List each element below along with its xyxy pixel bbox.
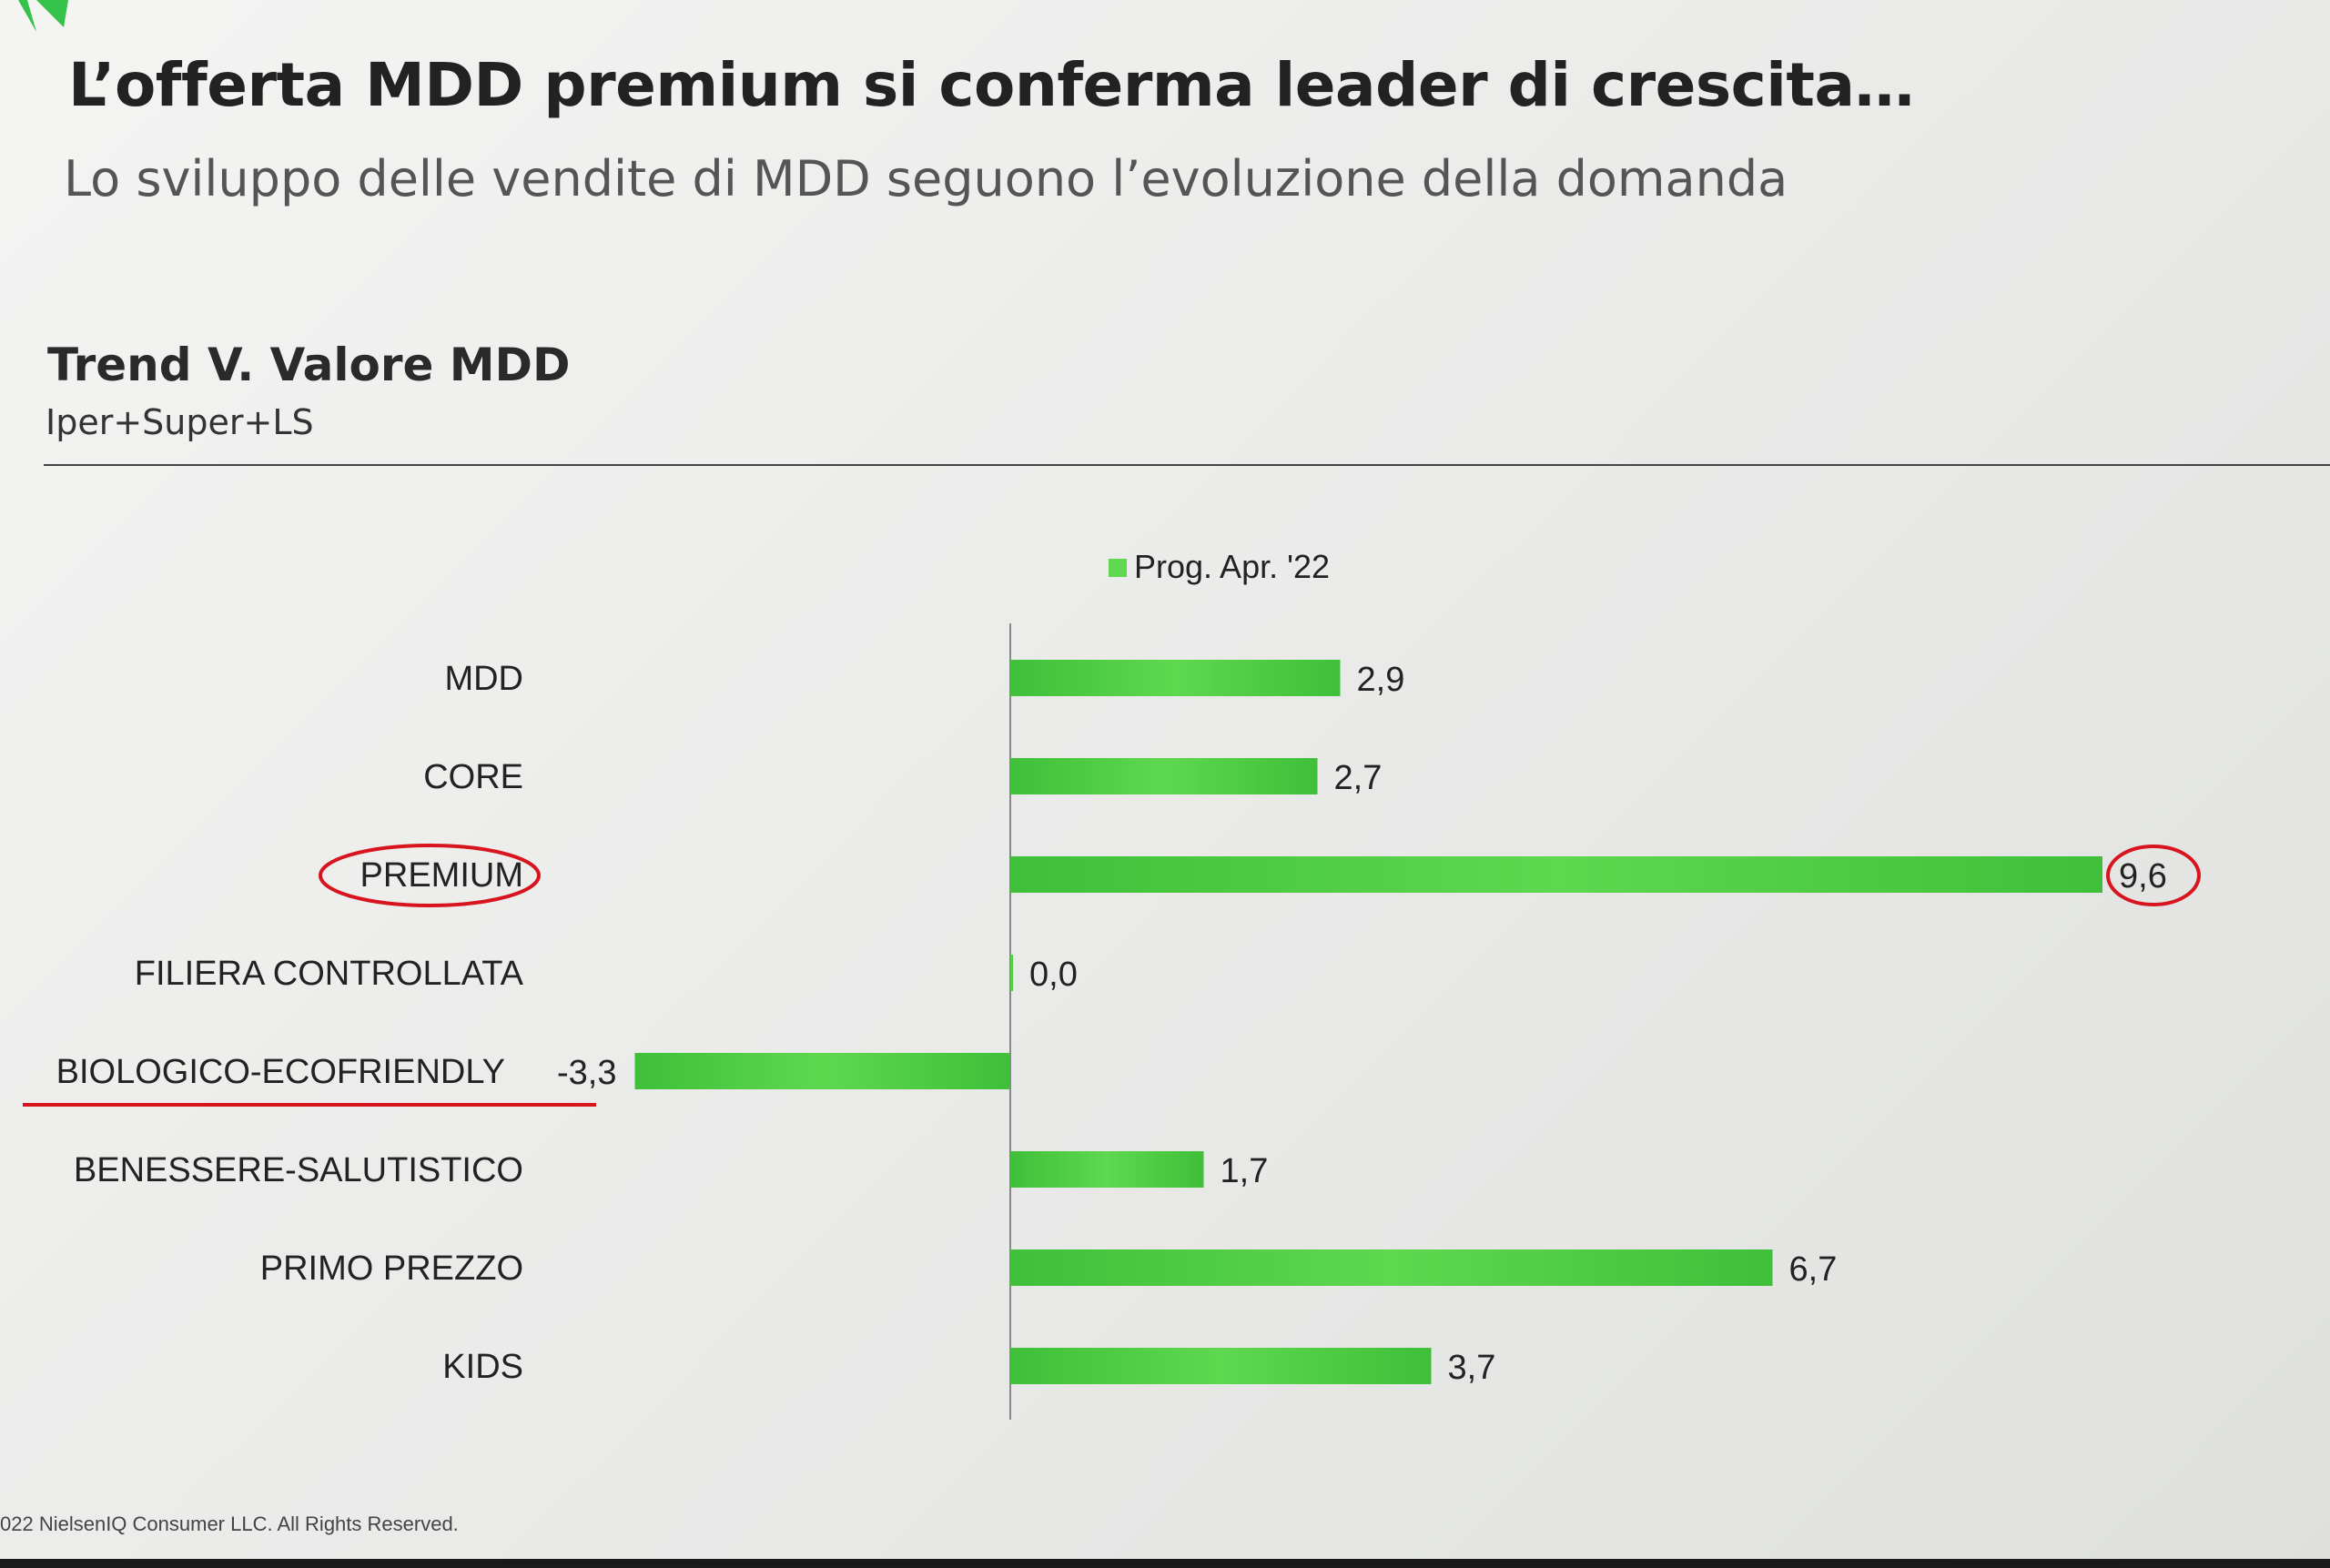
copyright-notice: 022 NielsenIQ Consumer LLC. All Rights R…: [0, 1512, 459, 1535]
value-label-core: 2,7: [1334, 759, 1383, 797]
legend-label: Prog. Apr. '22: [1134, 548, 1330, 585]
screen-bezel: [0, 1559, 2330, 1568]
value-label-premium: 9,6: [2119, 857, 2167, 895]
category-label-kids: KIDS: [442, 1348, 523, 1386]
chart-legend: Prog. Apr. '22: [1109, 548, 1330, 585]
category-label-core: CORE: [423, 758, 523, 796]
bar-kids: [1010, 1348, 1432, 1384]
bar-premium: [1010, 856, 2102, 893]
value-label-kids: 3,7: [1448, 1349, 1496, 1387]
category-label-primo-prezzo: PRIMO PREZZO: [260, 1249, 523, 1288]
bar-core: [1010, 758, 1318, 794]
bar-filiera-controllata: [1010, 955, 1013, 991]
page-title: L’offerta MDD premium si conferma leader…: [68, 50, 1915, 120]
chart-title: Trend V. Valore MDD: [47, 339, 571, 391]
category-label-biologico-ecofriendly: BIOLOGICO-ECOFRIENDLY: [56, 1053, 505, 1091]
category-label-premium: PREMIUM: [360, 856, 523, 895]
category-label-filiera-controllata: FILIERA CONTROLLATA: [135, 955, 524, 993]
bar-biologico-ecofriendly: [634, 1053, 1010, 1089]
brand-corner-icon: [0, 0, 68, 32]
category-label-benessere-salutistico: BENESSERE-SALUTISTICO: [74, 1151, 523, 1189]
value-label-biologico-ecofriendly: -3,3: [557, 1054, 616, 1092]
premium-value-circle: [2106, 845, 2201, 906]
bar-mdd: [1010, 660, 1341, 696]
legend-swatch: [1109, 559, 1127, 577]
value-label-benessere-salutistico: 1,7: [1221, 1152, 1269, 1190]
value-label-primo-prezzo: 6,7: [1789, 1250, 1838, 1289]
page-subtitle: Lo sviluppo delle vendite di MDD seguono…: [64, 150, 1788, 207]
header-divider: [44, 464, 2330, 466]
value-label-filiera-controllata: 0,0: [1029, 956, 1078, 994]
category-label-mdd: MDD: [444, 660, 523, 698]
chart-subtitle: Iper+Super+LS: [46, 402, 314, 442]
bar-benessere-salutistico: [1010, 1151, 1204, 1188]
bar-primo-prezzo: [1010, 1249, 1773, 1286]
premium-highlight-circle: [319, 844, 541, 907]
bar-chart: Prog. Apr. '22 MDD CORE PREMIUM FILIERA CON…: [23, 548, 2201, 1420]
value-label-mdd: 2,9: [1357, 661, 1405, 699]
